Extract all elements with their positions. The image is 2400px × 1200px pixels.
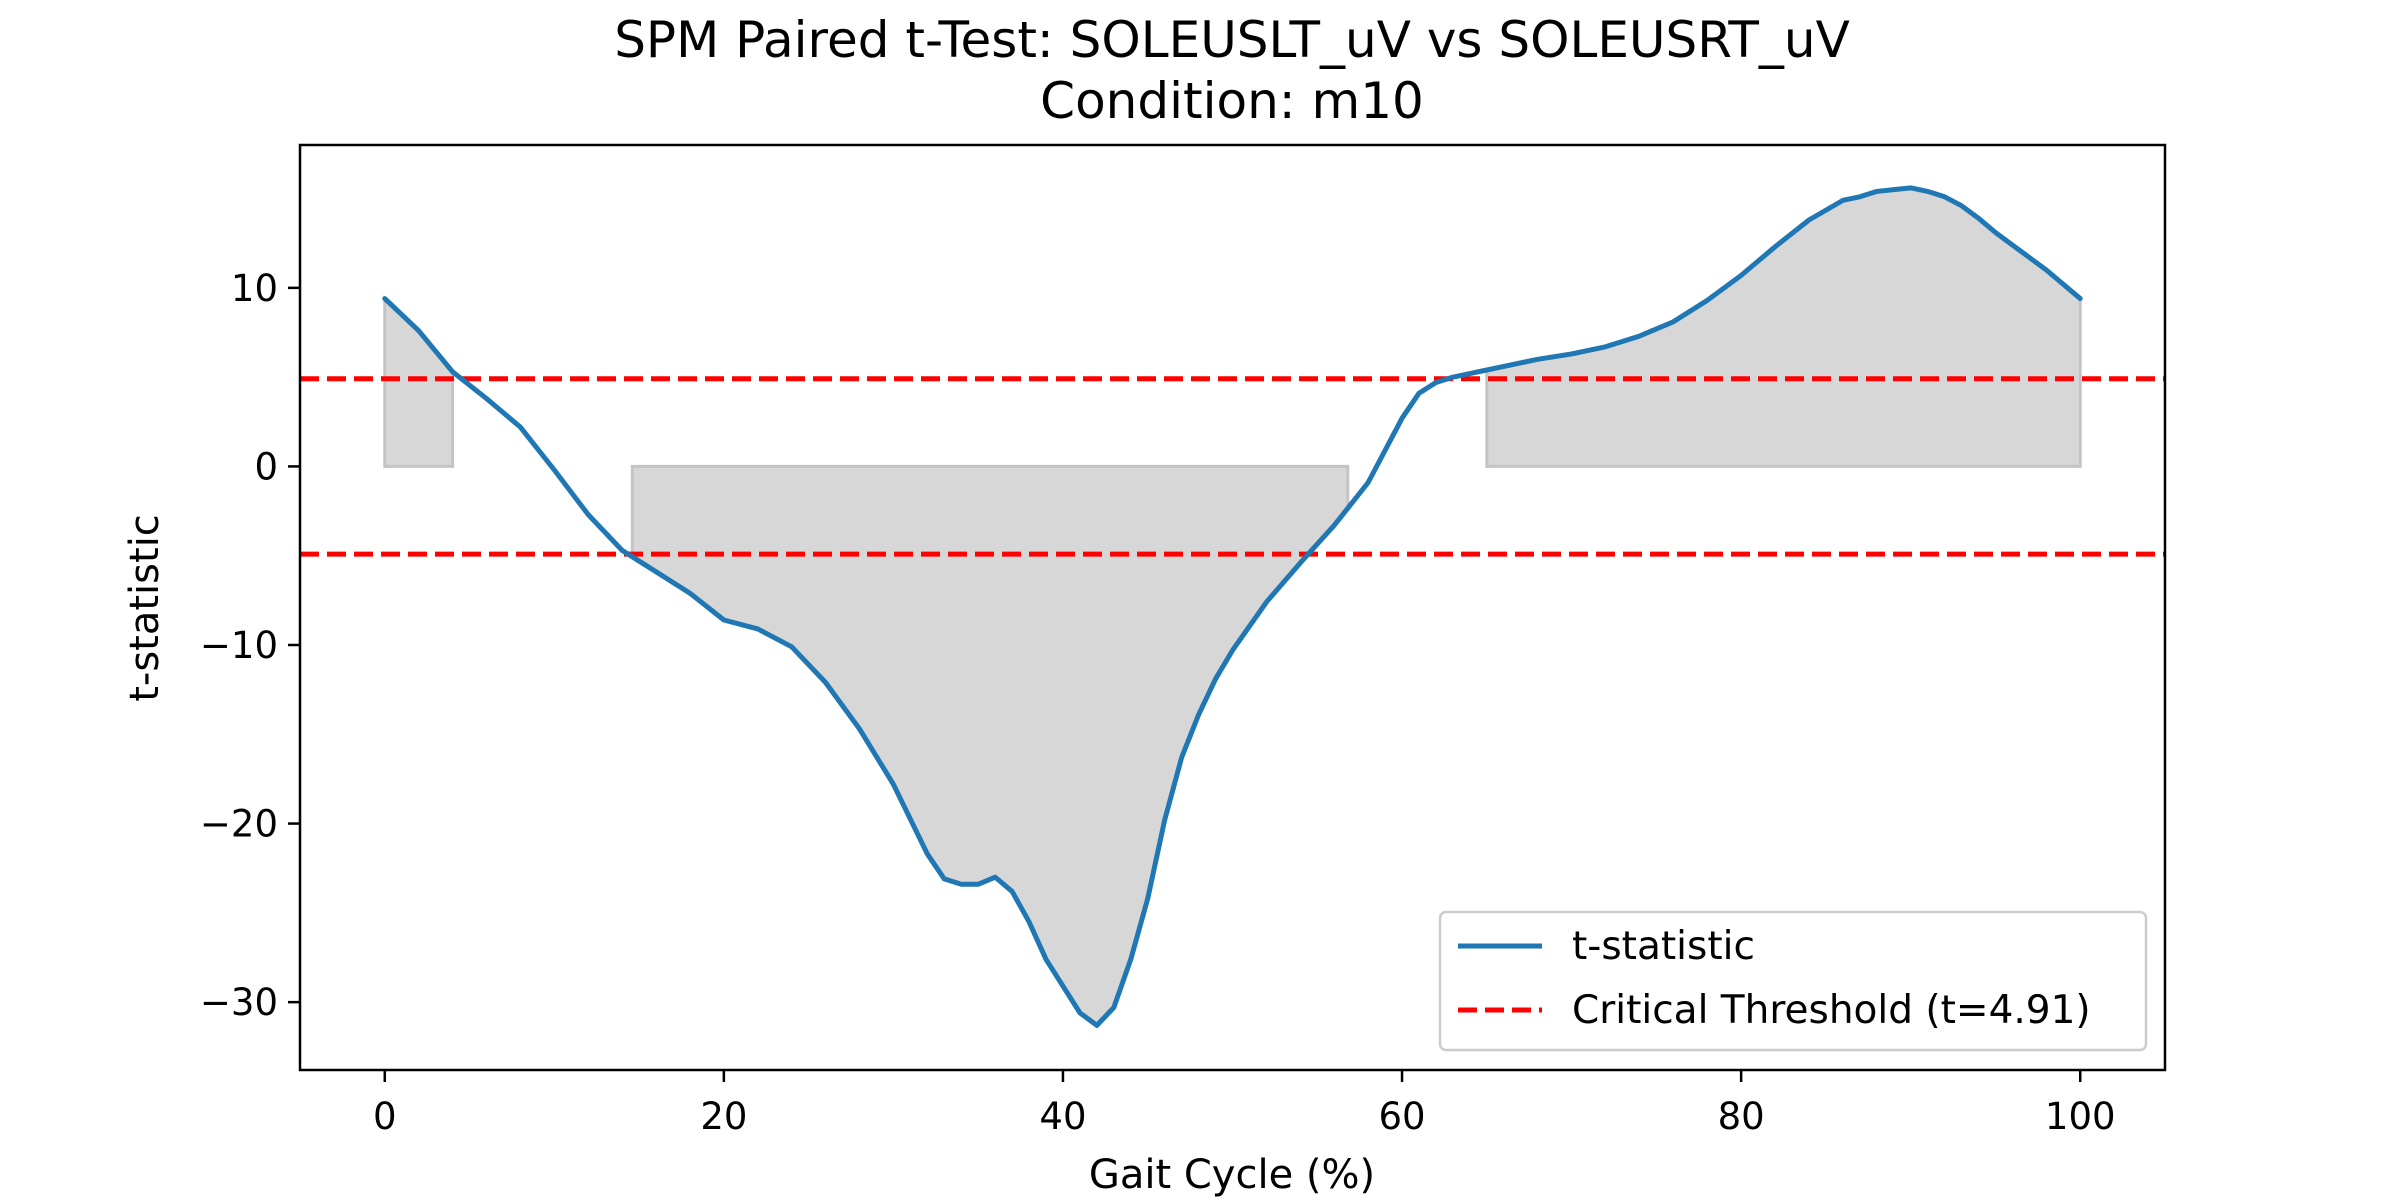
legend-label-critical-threshold: Critical Threshold (t=4.91) [1572, 988, 2091, 1033]
x-axis-ticks: 0 20 40 60 80 100 [373, 1070, 2116, 1138]
legend-box [1438, 910, 2148, 1052]
y-tick-label: 10 [231, 267, 278, 310]
legend-label-t-statistic: t-statistic [1572, 924, 1755, 969]
y-tick-label: 0 [254, 445, 278, 488]
x-tick-label: 60 [1378, 1095, 1425, 1138]
chart-subtitle: Condition: m10 [1040, 72, 1424, 130]
y-tick-label: −10 [200, 624, 278, 667]
threshold-lines [300, 376, 2165, 557]
x-tick-label: 100 [2045, 1095, 2116, 1138]
y-tick-label: −20 [200, 803, 278, 846]
y-tick-label: −30 [200, 981, 278, 1024]
chart-title: SPM Paired t-Test: SOLEUSLT_uV vs SOLEUS… [614, 11, 1850, 69]
t-statistic-line [382, 185, 2083, 1028]
plot-frame [298, 143, 2167, 1072]
y-axis-ticks: −30 −20 −10 0 10 [200, 267, 300, 1024]
shaded-clusters [383, 186, 2082, 1028]
x-tick-label: 20 [700, 1095, 747, 1138]
x-tick-label: 80 [1718, 1095, 1765, 1138]
x-axis-label: Gait Cycle (%) [1089, 1152, 1375, 1198]
t-statistic-series [382, 185, 2083, 1028]
y-axis-label: t-statistic [122, 514, 168, 702]
legend: t-statistic Critical Threshold (t=4.91) [1438, 910, 2148, 1052]
x-tick-label: 40 [1039, 1095, 1086, 1138]
x-tick-label: 0 [373, 1095, 397, 1138]
